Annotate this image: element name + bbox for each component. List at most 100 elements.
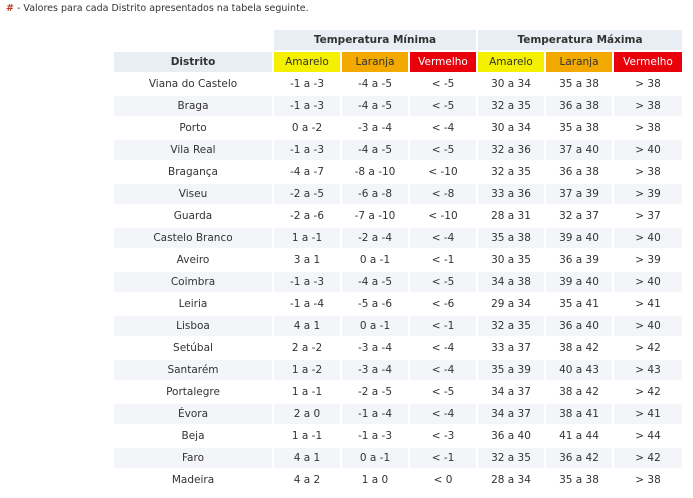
max-vermelho-cell: > 37: [614, 206, 682, 226]
level-header-row: Distrito Amarelo Laranja Vermelho Amarel…: [114, 52, 682, 72]
max-vermelho-cell: > 41: [614, 404, 682, 424]
min-laranja-cell: 0 a -1: [342, 250, 408, 270]
min-amarelo-cell: 1 a -1: [274, 426, 340, 446]
max-laranja-cell: 36 a 42: [546, 448, 612, 468]
min-laranja-cell: 0 a -1: [342, 448, 408, 468]
max-laranja-cell: 39 a 40: [546, 272, 612, 292]
min-vermelho-cell: < -10: [410, 162, 476, 182]
temperature-thresholds-table: Temperatura Mínima Temperatura Máxima Di…: [112, 28, 684, 492]
min-vermelho-cell: < 0: [410, 470, 476, 490]
min-laranja-cell: 1 a 0: [342, 470, 408, 490]
min-laranja-cell: -4 a -5: [342, 74, 408, 94]
distrito-cell: Viseu: [114, 184, 272, 204]
min-amarelo-cell: -1 a -3: [274, 74, 340, 94]
max-vermelho-cell: > 41: [614, 294, 682, 314]
max-amarelo-cell: 34 a 37: [478, 382, 544, 402]
max-vermelho-cell: > 40: [614, 316, 682, 336]
min-laranja-cell: -4 a -5: [342, 96, 408, 116]
max-amarelo-cell: 35 a 39: [478, 360, 544, 380]
min-vermelho-cell: < -4: [410, 118, 476, 138]
min-vermelho-cell: < -5: [410, 140, 476, 160]
min-laranja-cell: -6 a -8: [342, 184, 408, 204]
max-amarelo-cell: 30 a 34: [478, 74, 544, 94]
min-laranja-cell: -2 a -4: [342, 228, 408, 248]
min-laranja-cell: -2 a -5: [342, 382, 408, 402]
max-laranja-cell: 37 a 39: [546, 184, 612, 204]
max-vermelho-cell: > 40: [614, 228, 682, 248]
table-row: Leiria -1 a -4 -5 a -6 < -6 29 a 34 35 a 41 > …: [114, 294, 682, 314]
max-amarelo-cell: 32 a 35: [478, 316, 544, 336]
distrito-cell: Aveiro: [114, 250, 272, 270]
table-row: Setúbal 2 a -2 -3 a -4 < -4 33 a 37 38 a 42 > …: [114, 338, 682, 358]
max-amarelo-header: Amarelo: [478, 52, 544, 72]
max-amarelo-cell: 33 a 36: [478, 184, 544, 204]
max-laranja-cell: 38 a 41: [546, 404, 612, 424]
min-amarelo-cell: -1 a -3: [274, 272, 340, 292]
max-amarelo-cell: 32 a 36: [478, 140, 544, 160]
max-laranja-cell: 36 a 39: [546, 250, 612, 270]
max-amarelo-cell: 34 a 37: [478, 404, 544, 424]
max-amarelo-cell: 32 a 35: [478, 162, 544, 182]
min-amarelo-cell: 4 a 1: [274, 448, 340, 468]
min-amarelo-cell: 1 a -1: [274, 228, 340, 248]
min-vermelho-cell: < -1: [410, 316, 476, 336]
distrito-cell: Guarda: [114, 206, 272, 226]
min-laranja-header: Laranja: [342, 52, 408, 72]
group-header-row: Temperatura Mínima Temperatura Máxima: [114, 30, 682, 50]
max-vermelho-cell: > 40: [614, 140, 682, 160]
min-amarelo-cell: 1 a -2: [274, 360, 340, 380]
min-vermelho-cell: < -6: [410, 294, 476, 314]
max-amarelo-cell: 36 a 40: [478, 426, 544, 446]
table-row: Viseu -2 a -5 -6 a -8 < -8 33 a 36 37 a 39 > 3…: [114, 184, 682, 204]
max-laranja-cell: 36 a 38: [546, 162, 612, 182]
min-laranja-cell: -1 a -4: [342, 404, 408, 424]
min-laranja-cell: -1 a -3: [342, 426, 408, 446]
max-amarelo-cell: 29 a 34: [478, 294, 544, 314]
distrito-cell: Leiria: [114, 294, 272, 314]
max-laranja-cell: 36 a 40: [546, 316, 612, 336]
max-vermelho-cell: > 44: [614, 426, 682, 446]
max-amarelo-cell: 30 a 34: [478, 118, 544, 138]
max-vermelho-cell: > 39: [614, 184, 682, 204]
min-vermelho-cell: < -4: [410, 228, 476, 248]
distrito-cell: Santarém: [114, 360, 272, 380]
table-row: Beja 1 a -1 -1 a -3 < -3 36 a 40 41 a 44 > 44: [114, 426, 682, 446]
max-vermelho-cell: > 39: [614, 250, 682, 270]
min-amarelo-cell: 4 a 1: [274, 316, 340, 336]
max-laranja-cell: 38 a 42: [546, 382, 612, 402]
min-amarelo-cell: -1 a -3: [274, 140, 340, 160]
min-vermelho-cell: < -10: [410, 206, 476, 226]
table-row: Guarda -2 a -6 -7 a -10 < -10 28 a 31 32 a 37…: [114, 206, 682, 226]
distrito-cell: Viana do Castelo: [114, 74, 272, 94]
max-laranja-cell: 37 a 40: [546, 140, 612, 160]
min-vermelho-cell: < -5: [410, 96, 476, 116]
min-amarelo-cell: -2 a -6: [274, 206, 340, 226]
max-vermelho-cell: > 38: [614, 74, 682, 94]
min-vermelho-cell: < -5: [410, 382, 476, 402]
min-vermelho-cell: < -4: [410, 404, 476, 424]
min-laranja-cell: -4 a -5: [342, 272, 408, 292]
min-amarelo-cell: -1 a -4: [274, 294, 340, 314]
min-laranja-cell: -3 a -4: [342, 118, 408, 138]
distrito-cell: Évora: [114, 404, 272, 424]
max-vermelho-cell: > 43: [614, 360, 682, 380]
max-vermelho-cell: > 38: [614, 162, 682, 182]
distrito-cell: Madeira: [114, 470, 272, 490]
min-laranja-cell: -3 a -4: [342, 360, 408, 380]
min-vermelho-cell: < -4: [410, 360, 476, 380]
min-amarelo-cell: -1 a -3: [274, 96, 340, 116]
distrito-cell: Vila Real: [114, 140, 272, 160]
max-laranja-cell: 35 a 41: [546, 294, 612, 314]
table-row: Bragança -4 a -7 -8 a -10 < -10 32 a 35 36 a …: [114, 162, 682, 182]
min-vermelho-header: Vermelho: [410, 52, 476, 72]
distrito-cell: Castelo Branco: [114, 228, 272, 248]
table-row: Braga -1 a -3 -4 a -5 < -5 32 a 35 36 a 38 > 3…: [114, 96, 682, 116]
max-laranja-cell: 35 a 38: [546, 74, 612, 94]
max-vermelho-cell: > 38: [614, 118, 682, 138]
max-amarelo-cell: 34 a 38: [478, 272, 544, 292]
max-laranja-cell: 40 a 43: [546, 360, 612, 380]
min-laranja-cell: 0 a -1: [342, 316, 408, 336]
